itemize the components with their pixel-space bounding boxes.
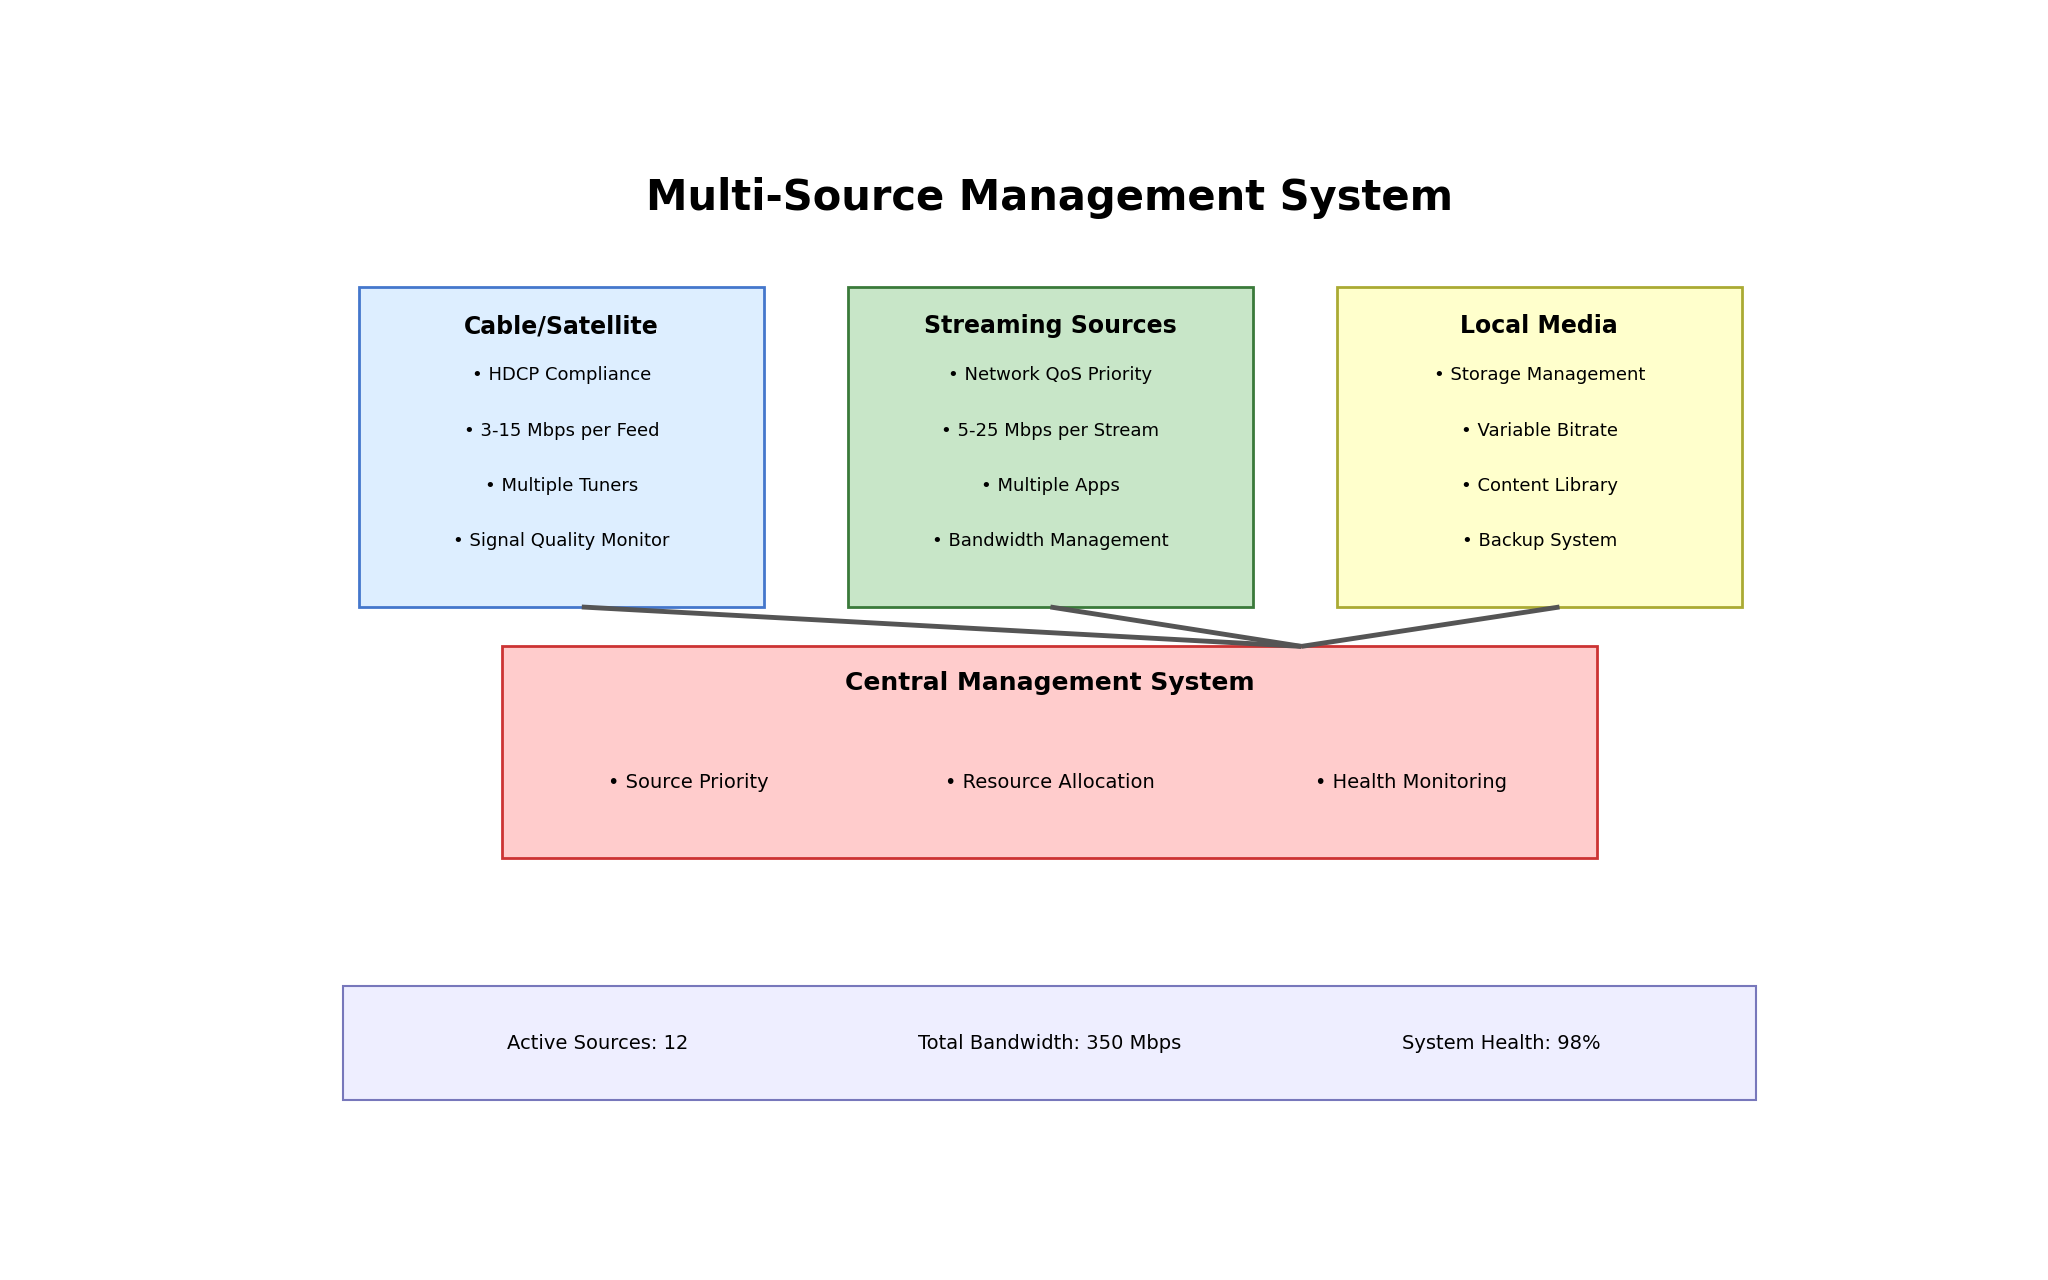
Text: Total Bandwidth: 350 Mbps: Total Bandwidth: 350 Mbps	[918, 1034, 1182, 1052]
Text: • Storage Management: • Storage Management	[1434, 366, 1645, 384]
Text: • Signal Quality Monitor: • Signal Quality Monitor	[453, 532, 670, 550]
FancyBboxPatch shape	[358, 287, 764, 607]
Text: • Network QoS Priority: • Network QoS Priority	[948, 366, 1153, 384]
Text: • Multiple Apps: • Multiple Apps	[981, 477, 1120, 495]
Text: System Health: 98%: System Health: 98%	[1403, 1034, 1602, 1052]
Text: Local Media: Local Media	[1460, 315, 1618, 338]
Text: Streaming Sources: Streaming Sources	[924, 315, 1178, 338]
Text: • 3-15 Mbps per Feed: • 3-15 Mbps per Feed	[463, 421, 659, 439]
Text: • 5-25 Mbps per Stream: • 5-25 Mbps per Stream	[942, 421, 1159, 439]
FancyBboxPatch shape	[848, 287, 1253, 607]
Text: • Backup System: • Backup System	[1462, 532, 1616, 550]
FancyBboxPatch shape	[1337, 287, 1741, 607]
Text: • Source Priority: • Source Priority	[608, 773, 768, 791]
Text: • Resource Allocation: • Resource Allocation	[944, 773, 1155, 791]
FancyBboxPatch shape	[502, 646, 1597, 859]
Text: Cable/Satellite: Cable/Satellite	[465, 315, 659, 338]
Text: • Variable Bitrate: • Variable Bitrate	[1460, 421, 1618, 439]
Text: • Health Monitoring: • Health Monitoring	[1315, 773, 1507, 791]
Text: • Bandwidth Management: • Bandwidth Management	[932, 532, 1169, 550]
Text: • HDCP Compliance: • HDCP Compliance	[471, 366, 651, 384]
Text: Central Management System: Central Management System	[844, 671, 1255, 695]
Text: • Multiple Tuners: • Multiple Tuners	[485, 477, 639, 495]
FancyBboxPatch shape	[344, 987, 1755, 1100]
Text: Multi-Source Management System: Multi-Source Management System	[645, 177, 1454, 219]
Text: • Content Library: • Content Library	[1460, 477, 1618, 495]
Text: Active Sources: 12: Active Sources: 12	[506, 1034, 688, 1052]
